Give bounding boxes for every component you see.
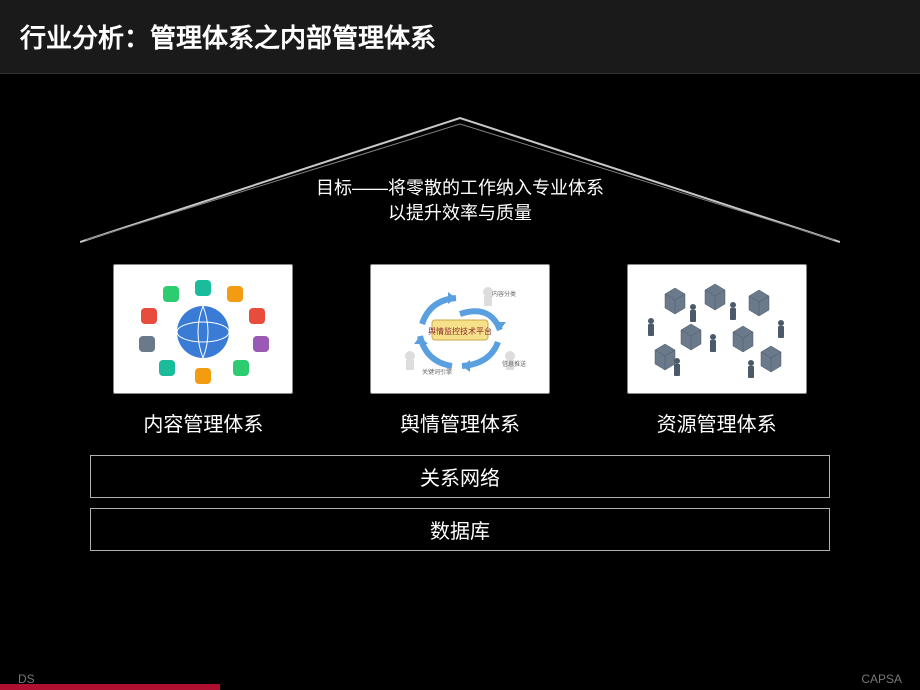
pillar-label: 资源管理体系 bbox=[657, 408, 777, 437]
svg-text:信息推送: 信息推送 bbox=[502, 360, 526, 368]
slide-header: 行业分析：管理体系之内部管理体系 bbox=[0, 0, 920, 74]
pillar-label: 内容管理体系 bbox=[143, 408, 263, 437]
pillar-resource-mgmt: 资源管理体系 bbox=[613, 264, 820, 437]
slide-title: 行业分析：管理体系之内部管理体系 bbox=[20, 18, 900, 55]
foundation-relationship-network: 关系网络 bbox=[90, 455, 830, 498]
goal-line2: 以提升效率与质量 bbox=[80, 201, 840, 226]
footer-right: CAPSA bbox=[861, 672, 902, 686]
footer-accent-bar bbox=[0, 684, 220, 690]
pillar-image-opinion: 舆情监控技术平台 内容分类 信息推送 关键词引擎 bbox=[370, 264, 550, 394]
goal-line1: 目标——将零散的工作纳入专业体系 bbox=[80, 176, 840, 201]
roof-section: 目标——将零散的工作纳入专业体系 以提升效率与质量 bbox=[80, 104, 840, 254]
pillar-image-resource bbox=[627, 264, 807, 394]
svg-text:关键词引擎: 关键词引擎 bbox=[422, 368, 452, 376]
foundations: 关系网络 数据库 bbox=[90, 455, 830, 551]
pillar-content-mgmt: 内容管理体系 bbox=[100, 264, 307, 437]
pillars-row: 内容管理体系 舆情监控技术平台 bbox=[100, 264, 820, 437]
foundation-database: 数据库 bbox=[90, 508, 830, 551]
svg-text:内容分类: 内容分类 bbox=[492, 290, 516, 298]
slide-content: 目标——将零散的工作纳入专业体系 以提升效率与质量 bbox=[0, 74, 920, 551]
goal-text: 目标——将零散的工作纳入专业体系 以提升效率与质量 bbox=[80, 176, 840, 226]
pillar-label: 舆情管理体系 bbox=[400, 408, 520, 437]
pillar-image-content bbox=[113, 264, 293, 394]
pillar-opinion-mgmt: 舆情监控技术平台 内容分类 信息推送 关键词引擎 bbox=[357, 264, 564, 437]
svg-text:舆情监控技术平台: 舆情监控技术平台 bbox=[428, 326, 492, 336]
